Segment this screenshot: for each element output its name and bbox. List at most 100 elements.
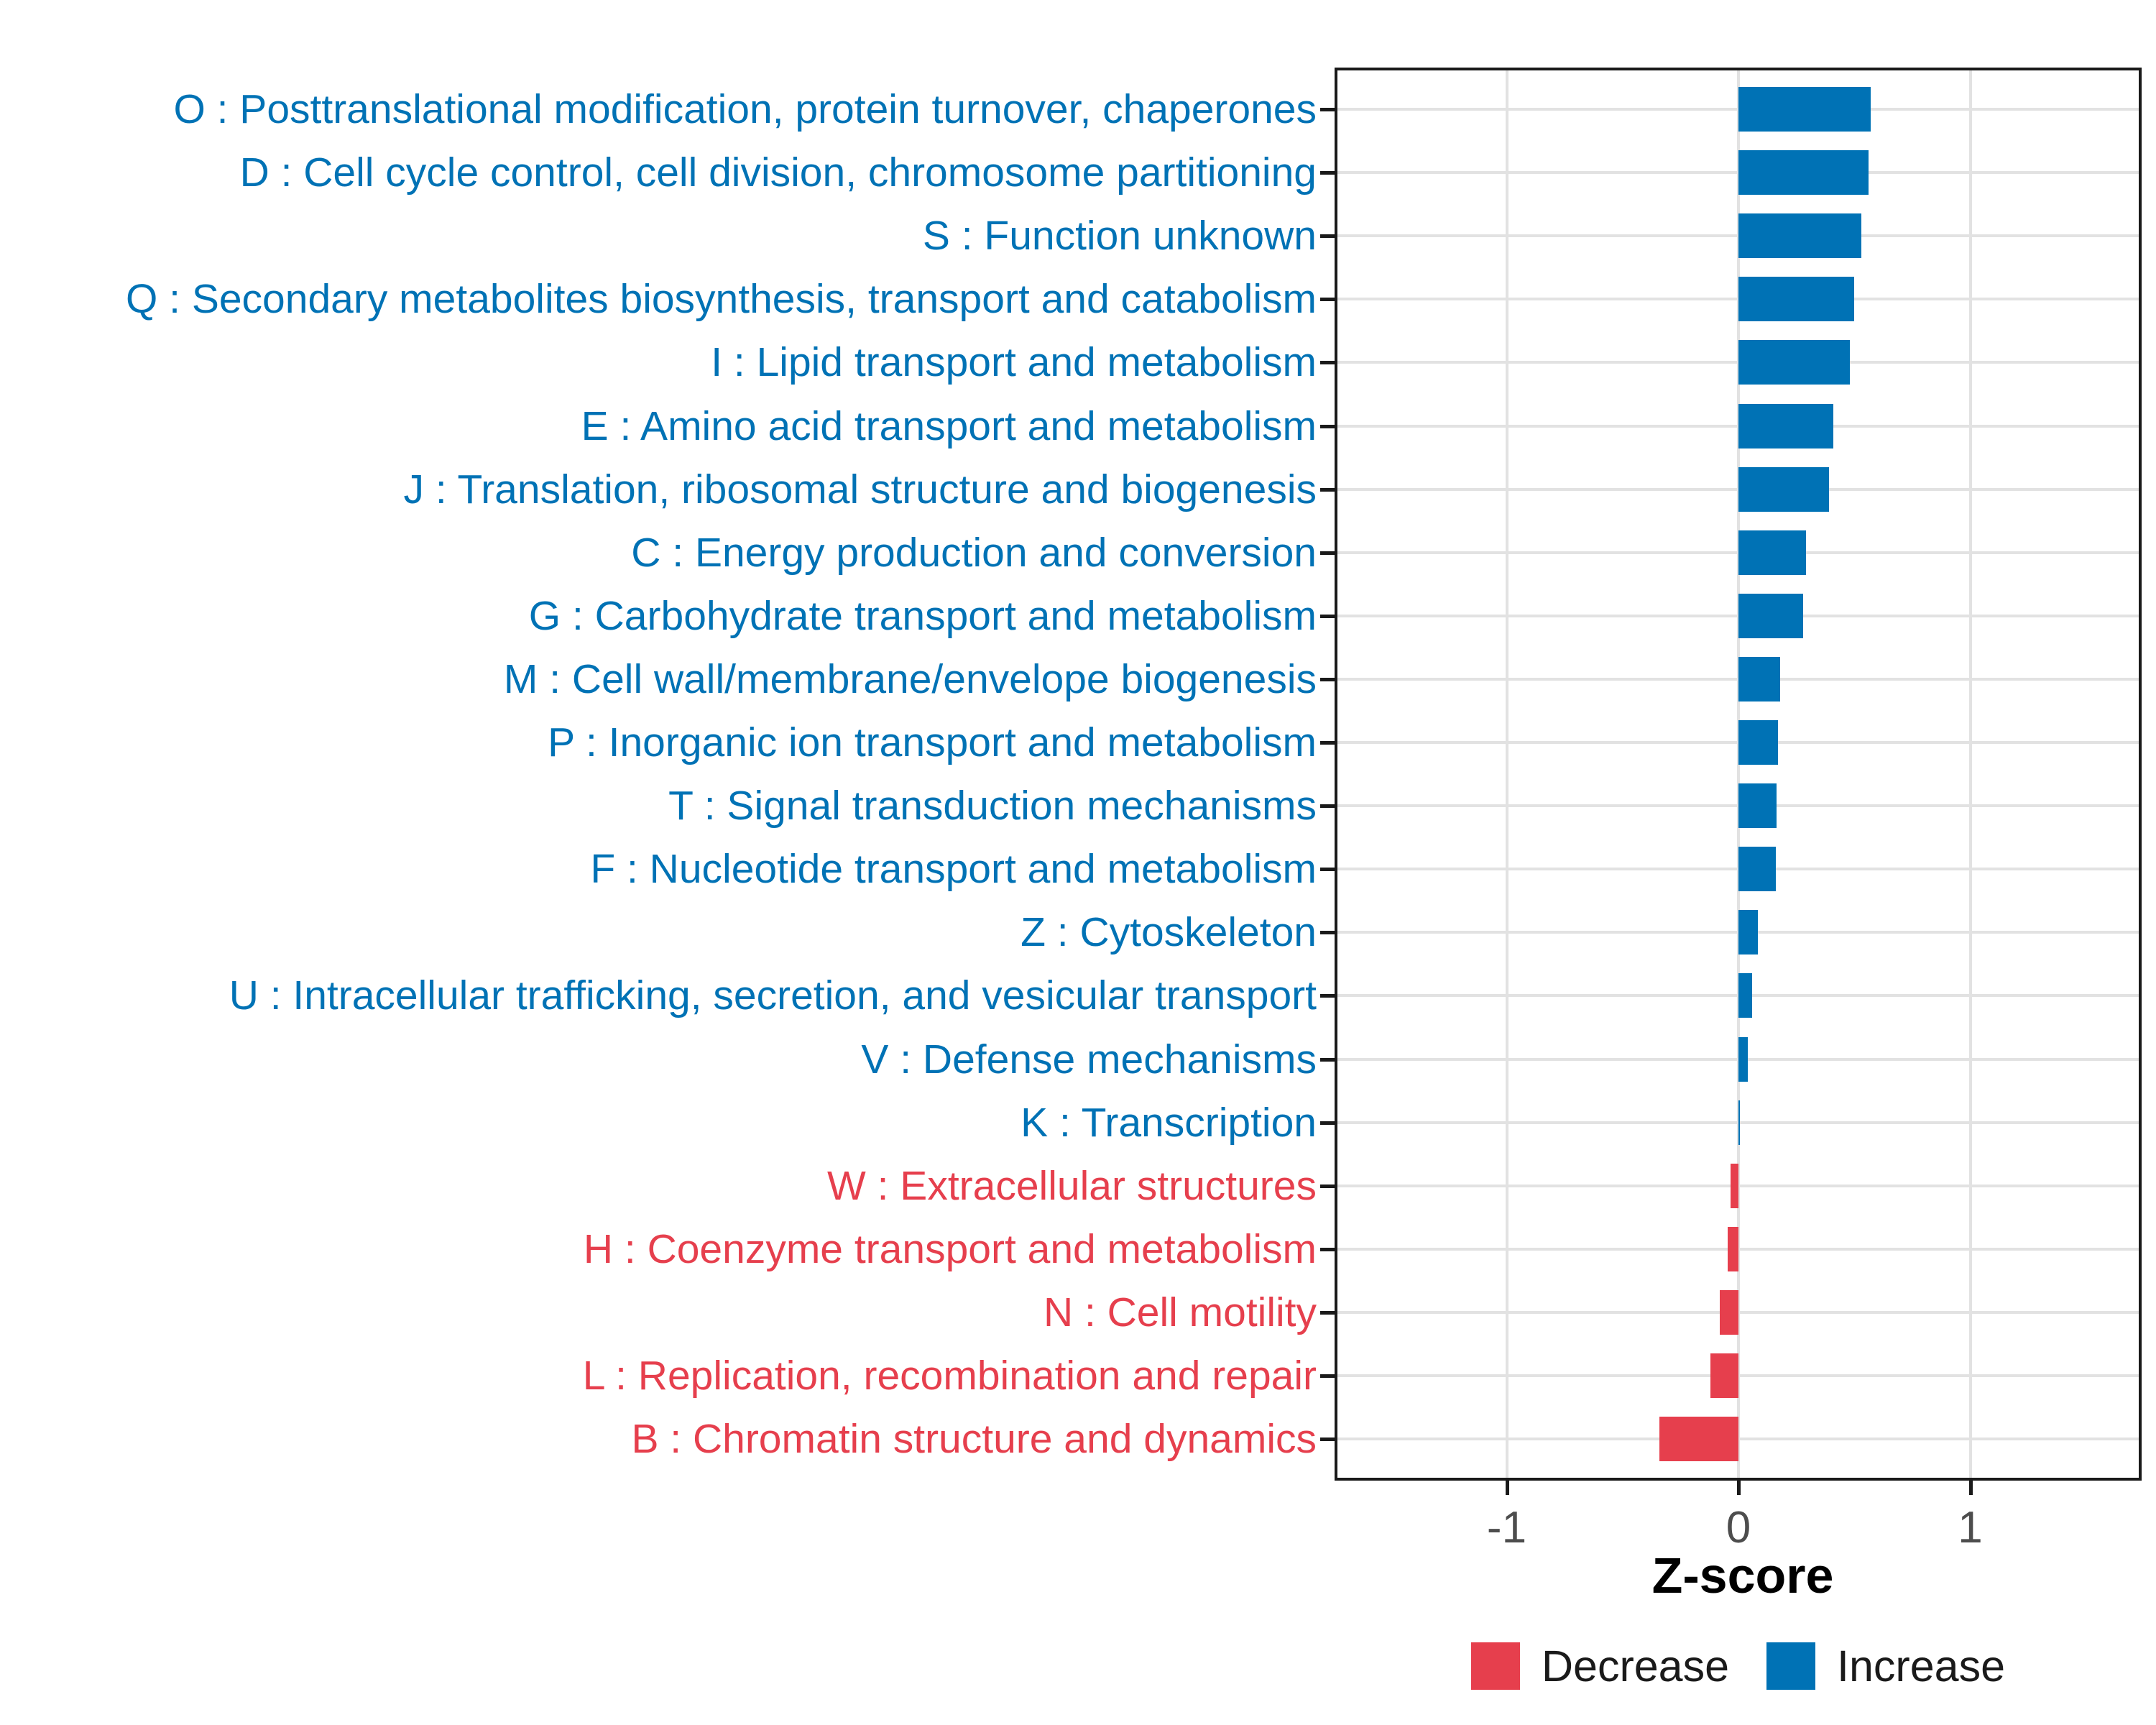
bar-w [1730, 1163, 1738, 1208]
category-label-l: L : Replication, recombination and repai… [582, 1353, 1317, 1399]
gridline-category [1337, 804, 2139, 808]
gridline-category [1337, 487, 2139, 491]
x-tick-label: 1 [1958, 1503, 1983, 1552]
bar-m [1738, 656, 1781, 702]
gridline-category [1337, 994, 2139, 998]
y-tick-mark [1320, 108, 1335, 111]
gridline-x--1 [1505, 70, 1508, 1478]
bar-h [1728, 1226, 1738, 1271]
plot-panel [1335, 68, 2142, 1481]
category-label-k: K : Transcription [1021, 1099, 1317, 1146]
gridline-category [1337, 108, 2139, 111]
category-label-w: W : Extracellular structures [827, 1162, 1317, 1209]
category-label-o: O : Posttranslational modification, prot… [173, 86, 1317, 132]
y-tick-mark [1320, 1438, 1335, 1442]
gridline-category [1337, 171, 2139, 175]
y-tick-mark [1320, 804, 1335, 809]
category-label-z: Z : Cytoskeleton [1021, 909, 1317, 956]
category-label-t: T : Signal transduction mechanisms [668, 783, 1317, 829]
bar-s [1738, 213, 1861, 259]
y-tick-mark [1320, 551, 1335, 555]
y-tick-mark [1320, 361, 1335, 365]
gridline-category [1337, 234, 2139, 238]
bar-d [1738, 150, 1869, 196]
y-tick-mark [1320, 487, 1335, 492]
bar-j [1738, 466, 1829, 512]
legend-item-increase: Increase [1766, 1641, 2005, 1691]
bar-v [1738, 1036, 1748, 1082]
x-tick-mark [1737, 1481, 1741, 1495]
y-tick-mark [1320, 677, 1335, 681]
gridline-category [1337, 1057, 2139, 1061]
y-tick-mark [1320, 931, 1335, 935]
x-tick-mark [1505, 1481, 1509, 1495]
y-tick-mark [1320, 614, 1335, 618]
x-tick-mark [1968, 1481, 1973, 1495]
gridline-x-0 [1737, 70, 1740, 1478]
x-axis-title: Z-score [1651, 1547, 1834, 1604]
gridline-category [1337, 298, 2139, 301]
bar-t [1738, 783, 1777, 829]
gridline-category [1337, 361, 2139, 364]
bar-g [1738, 593, 1804, 638]
bar-p [1738, 720, 1778, 765]
category-label-g: G : Carbohydrate transport and metabolis… [528, 592, 1317, 639]
category-label-c: C : Energy production and conversion [631, 529, 1317, 576]
y-tick-mark [1320, 1121, 1335, 1125]
y-tick-mark [1320, 994, 1335, 998]
x-tick-label: -1 [1486, 1503, 1527, 1552]
bar-q [1738, 277, 1855, 322]
y-tick-mark [1320, 1247, 1335, 1251]
legend-label-increase: Increase [1837, 1642, 2006, 1690]
y-tick-mark [1320, 741, 1335, 745]
category-label-p: P : Inorganic ion transport and metaboli… [548, 719, 1317, 765]
bar-n [1720, 1289, 1738, 1335]
y-tick-mark [1320, 234, 1335, 239]
category-label-v: V : Defense mechanisms [861, 1036, 1317, 1082]
category-label-j: J : Translation, ribosomal structure and… [403, 466, 1317, 512]
category-label-d: D : Cell cycle control, cell division, c… [239, 150, 1317, 196]
increase-color-swatch-icon [1766, 1642, 1816, 1690]
category-label-f: F : Nucleotide transport and metabolism [590, 846, 1317, 893]
y-tick-mark [1320, 1184, 1335, 1188]
gridline-category [1337, 614, 2139, 617]
legend-label-decrease: Decrease [1541, 1642, 1730, 1690]
bar-z [1738, 910, 1759, 955]
category-label-s: S : Function unknown [922, 213, 1317, 259]
category-label-n: N : Cell motility [1043, 1289, 1317, 1335]
bar-e [1738, 403, 1834, 448]
category-label-e: E : Amino acid transport and metabolism [581, 402, 1317, 449]
legend-item-decrease: Decrease [1470, 1641, 1730, 1691]
y-tick-mark [1320, 868, 1335, 872]
y-tick-mark [1320, 424, 1335, 428]
gridline-category [1337, 1121, 2139, 1124]
category-label-b: B : Chromatin structure and dynamics [631, 1416, 1317, 1463]
gridline-category [1337, 677, 2139, 681]
gridline-category [1337, 931, 2139, 934]
y-tick-mark [1320, 171, 1335, 175]
bar-c [1738, 530, 1806, 575]
category-label-u: U : Intracellular trafficking, secretion… [229, 972, 1317, 1019]
gridline-category [1337, 551, 2139, 554]
category-label-q: Q : Secondary metabolites biosynthesis, … [125, 276, 1317, 323]
bar-b [1659, 1417, 1738, 1462]
category-label-m: M : Cell wall/membrane/envelope biogenes… [503, 656, 1317, 702]
bar-l [1710, 1353, 1738, 1398]
category-label-i: I : Lipid transport and metabolism [711, 339, 1317, 386]
gridline-category [1337, 868, 2139, 871]
legend: Decrease Increase [1337, 1633, 2139, 1699]
bar-i [1738, 340, 1850, 385]
bar-u [1738, 973, 1753, 1018]
decrease-color-swatch-icon [1470, 1642, 1520, 1690]
category-label-h: H : Coenzyme transport and metabolism [583, 1225, 1317, 1272]
y-tick-mark [1320, 298, 1335, 302]
bar-k [1738, 1100, 1740, 1145]
y-tick-mark [1320, 1310, 1335, 1315]
bar-f [1738, 847, 1776, 892]
bar-o [1738, 87, 1871, 132]
y-tick-mark [1320, 1374, 1335, 1378]
x-tick-label: 0 [1726, 1503, 1751, 1552]
y-tick-mark [1320, 1057, 1335, 1062]
gridline-category [1337, 741, 2139, 744]
